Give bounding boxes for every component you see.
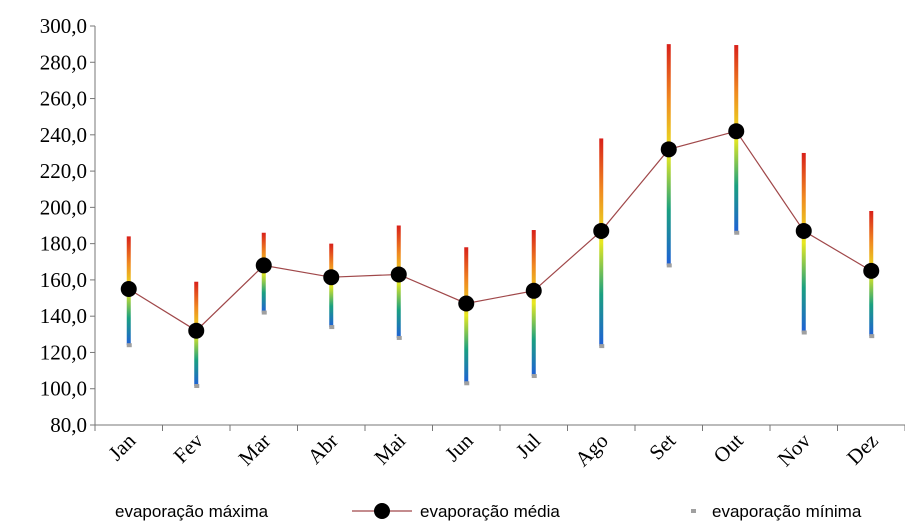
mean-point — [188, 322, 205, 339]
x-tick-label: Mai — [369, 428, 410, 469]
min-marker — [599, 344, 605, 349]
legend-label: evaporação máxima — [115, 502, 269, 521]
min-marker — [194, 384, 200, 389]
x-tick-label: Out — [709, 428, 748, 467]
y-tick-label: 200,0 — [40, 195, 87, 219]
x-tick-label: Fev — [169, 428, 209, 468]
range-bar — [801, 152, 806, 333]
legend-marker — [374, 503, 390, 519]
y-tick-label: 140,0 — [40, 304, 87, 328]
y-tick-label: 120,0 — [40, 340, 87, 364]
y-tick-label: 240,0 — [40, 123, 87, 147]
mean-line — [128, 130, 872, 332]
legend-marker — [691, 509, 696, 513]
x-tick-label: Jun — [440, 428, 478, 466]
x-tick-label: Dez — [842, 429, 883, 470]
mean-point — [728, 123, 745, 140]
mean-point — [593, 222, 610, 239]
y-tick-label: 80,0 — [50, 413, 87, 437]
range-bar — [464, 247, 469, 384]
range-bar — [329, 243, 334, 328]
x-tick-label: Nov — [773, 428, 816, 471]
x-tick-label: Ago — [570, 429, 613, 472]
y-tick-label: 160,0 — [40, 268, 87, 292]
mean-point — [120, 280, 137, 297]
y-tick-label: 300,0 — [40, 14, 87, 38]
range-bar — [599, 138, 604, 347]
x-tick-label: Set — [644, 428, 680, 464]
y-tick-label: 180,0 — [40, 232, 87, 256]
min-marker — [801, 330, 807, 335]
mean-point — [525, 282, 542, 299]
range-bar — [531, 230, 536, 377]
mean-point — [660, 141, 677, 158]
y-tick-label: 280,0 — [40, 50, 87, 74]
min-marker — [126, 343, 132, 348]
x-tick-label: Jan — [104, 428, 141, 465]
x-tick-label: Jul — [511, 428, 545, 462]
min-marker — [396, 335, 402, 340]
mean-point — [255, 257, 272, 274]
mean-point — [863, 262, 880, 279]
x-tick-label: Abr — [303, 429, 343, 469]
legend-label: evaporação mínima — [712, 502, 862, 521]
mean-point — [795, 222, 812, 239]
mean-point — [390, 266, 407, 283]
min-marker — [261, 310, 267, 315]
min-marker — [464, 381, 470, 386]
min-marker — [869, 334, 875, 339]
min-marker — [531, 374, 537, 379]
mean-point — [458, 295, 475, 312]
x-tick-label: Mar — [234, 429, 276, 471]
legend-label: evaporação média — [420, 502, 560, 521]
mean-point — [323, 269, 340, 286]
y-tick-label: 220,0 — [40, 159, 87, 183]
y-tick-label: 260,0 — [40, 87, 87, 111]
min-marker — [666, 263, 672, 268]
min-marker — [734, 230, 740, 235]
min-marker — [329, 325, 335, 330]
y-tick-label: 100,0 — [40, 377, 87, 401]
